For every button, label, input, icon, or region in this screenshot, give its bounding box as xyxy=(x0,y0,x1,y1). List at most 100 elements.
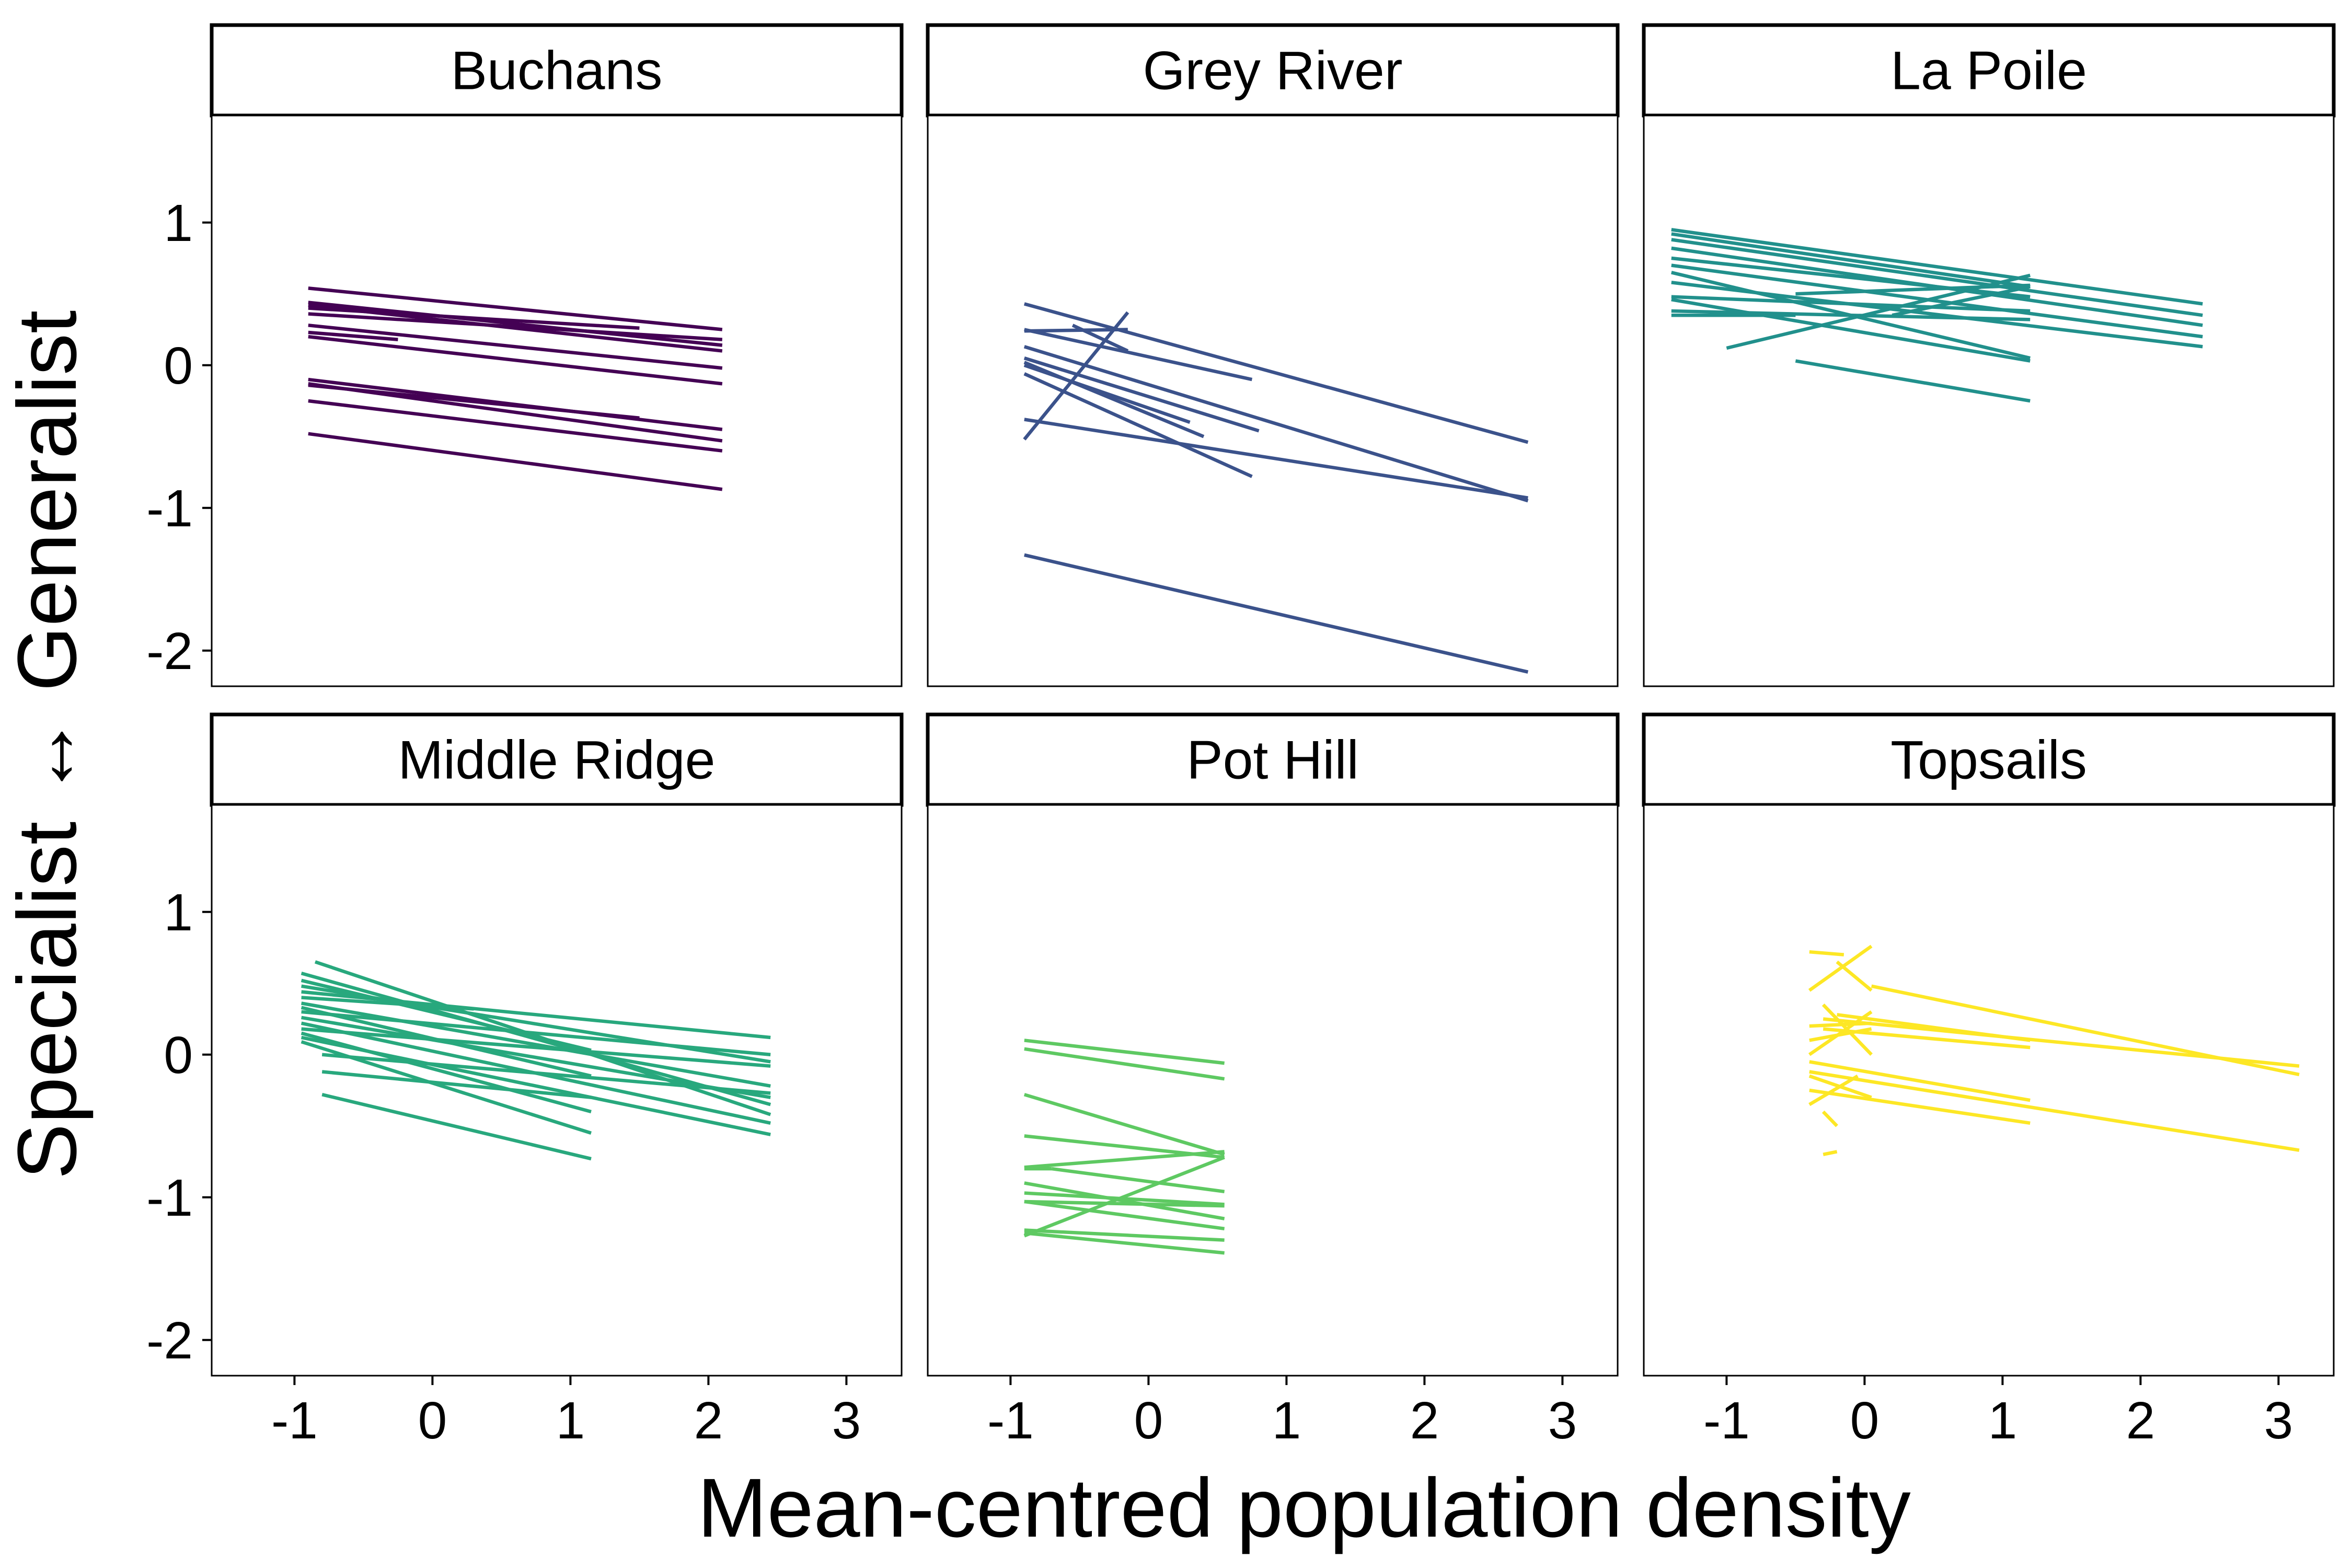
series-line xyxy=(301,1010,771,1056)
series-line xyxy=(1671,238,2203,317)
series-line xyxy=(301,1001,771,1088)
series-lines xyxy=(1671,228,2203,403)
x-tick-label: 1 xyxy=(1272,1391,1301,1450)
strip-box xyxy=(1642,23,2336,118)
y-tick-label: -2 xyxy=(146,622,193,681)
series-line xyxy=(1071,324,1129,353)
series-line xyxy=(1024,1150,1225,1169)
plot-area xyxy=(1643,114,2335,687)
y-tick-label: 0 xyxy=(164,337,193,395)
facet-panels: Buchans Grey River La Poile Middle Ridge Pot… xyxy=(210,23,2336,1377)
series-line xyxy=(308,286,723,331)
series-line xyxy=(1808,944,1873,992)
series-line xyxy=(1671,228,2203,306)
x-axis-title: Mean-centred population density xyxy=(697,1461,1910,1554)
plot-area xyxy=(1643,804,2335,1377)
series-line xyxy=(1024,1228,1225,1242)
y-axis-title: Specialist ↔ Generalist xyxy=(0,310,94,1180)
y-tick-label: 1 xyxy=(164,883,193,942)
strip-label: La Poile xyxy=(1890,41,2087,101)
series-line xyxy=(308,335,723,386)
series-line xyxy=(301,996,474,1011)
series-line xyxy=(1023,302,1529,444)
series-line xyxy=(308,312,723,341)
x-tick-label: -1 xyxy=(987,1391,1034,1450)
series-line xyxy=(1671,297,2031,363)
strip-label: Grey River xyxy=(1143,41,1403,101)
series-line xyxy=(1809,1027,1872,1042)
strip-box xyxy=(210,712,904,807)
series-line xyxy=(1023,1093,1225,1156)
panel-buchans: Buchans xyxy=(210,23,904,687)
series-line xyxy=(1024,328,1128,333)
series-line xyxy=(301,990,771,1040)
series-line xyxy=(1671,232,2031,289)
series-line xyxy=(1795,359,2031,403)
series-lines xyxy=(1023,302,1529,674)
x-tick-label: 2 xyxy=(694,1391,723,1450)
series-line xyxy=(308,432,723,491)
series-line xyxy=(1024,1231,1225,1255)
series-line xyxy=(1809,1060,2031,1102)
x-tick-label: 2 xyxy=(1410,1391,1439,1450)
series-line xyxy=(1024,1181,1225,1220)
series-line xyxy=(1671,295,2031,313)
strip-box xyxy=(926,23,1620,118)
series-line xyxy=(1823,1150,1838,1157)
series-line xyxy=(1024,1200,1225,1231)
x-axis: -1 0 1 2 3 -1 0 1 2 3 -1 0 1 2 3 xyxy=(271,1376,2293,1450)
series-line xyxy=(301,1016,771,1099)
series-line xyxy=(308,399,723,453)
series-line xyxy=(301,1035,771,1136)
x-tick-label: 3 xyxy=(2264,1391,2293,1450)
series-line xyxy=(1024,553,1529,674)
series-line xyxy=(1023,356,1260,433)
panel-pot-hill: Pot Hill xyxy=(926,712,1620,1377)
panel-la-poile: La Poile xyxy=(1642,23,2336,687)
series-line xyxy=(1808,1074,1859,1106)
series-line xyxy=(1023,1156,1225,1238)
series-line xyxy=(308,324,723,370)
strip-label: Middle Ridge xyxy=(398,730,716,791)
series-line xyxy=(1821,1003,1873,1056)
series-line xyxy=(1809,950,1844,956)
plot-area xyxy=(927,804,1619,1377)
strip-label: Topsails xyxy=(1890,730,2087,791)
panel-grey-river: Grey River xyxy=(926,23,1620,687)
series-line xyxy=(1023,363,1191,424)
series-line xyxy=(1892,285,2031,317)
series-line xyxy=(1024,1047,1225,1081)
series-line xyxy=(1024,1039,1225,1065)
series-line xyxy=(1821,1110,1838,1127)
series-lines xyxy=(308,286,723,491)
series-line xyxy=(301,978,592,1052)
strip-box xyxy=(926,712,1620,807)
series-line xyxy=(308,301,723,347)
series-line xyxy=(1052,1167,1225,1194)
series-line xyxy=(321,1070,592,1099)
x-tick-label: -1 xyxy=(1703,1391,1750,1450)
x-tick-label: -1 xyxy=(271,1391,318,1450)
y-tick-label: -1 xyxy=(146,479,193,538)
y-tick-label: 0 xyxy=(164,1026,193,1085)
series-line xyxy=(1809,1088,2031,1125)
x-tick-label: 2 xyxy=(2126,1391,2155,1450)
series-line xyxy=(1836,960,1873,992)
strip-box xyxy=(210,23,904,118)
series-line xyxy=(321,1053,771,1095)
series-line xyxy=(1023,311,1129,441)
series-line xyxy=(308,306,640,330)
strip-label: Buchans xyxy=(451,41,663,101)
x-tick-label: 1 xyxy=(1988,1391,2017,1450)
x-tick-label: 1 xyxy=(556,1391,585,1450)
series-line xyxy=(1024,328,1253,382)
series-line xyxy=(1024,1200,1225,1208)
series-line xyxy=(1024,1191,1225,1206)
y-tick-label: -2 xyxy=(146,1311,193,1370)
x-tick-label: 0 xyxy=(418,1391,447,1450)
strip-label: Pot Hill xyxy=(1186,730,1358,791)
panel-topsails: Topsails xyxy=(1642,712,2336,1377)
series-line xyxy=(321,1093,592,1161)
series-lines xyxy=(301,960,771,1161)
